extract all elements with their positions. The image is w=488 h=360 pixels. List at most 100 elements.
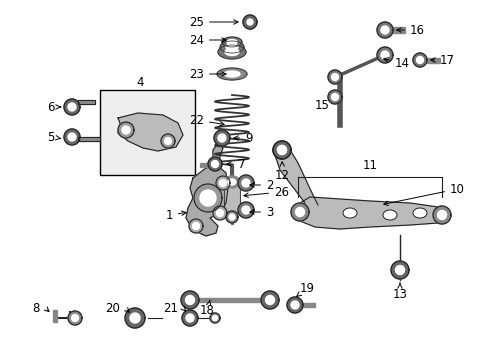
- Text: 6: 6: [47, 100, 61, 113]
- Polygon shape: [185, 296, 194, 305]
- Polygon shape: [390, 261, 408, 279]
- Text: 24: 24: [189, 33, 225, 46]
- Polygon shape: [227, 179, 236, 185]
- Text: 4: 4: [136, 76, 143, 89]
- Polygon shape: [327, 70, 341, 84]
- Polygon shape: [246, 19, 252, 25]
- Text: 5: 5: [47, 131, 61, 144]
- Text: 16: 16: [396, 23, 424, 36]
- Polygon shape: [286, 297, 303, 313]
- Polygon shape: [225, 44, 238, 50]
- Polygon shape: [181, 291, 199, 309]
- Polygon shape: [331, 94, 338, 100]
- Polygon shape: [209, 313, 220, 323]
- Polygon shape: [224, 176, 240, 188]
- Polygon shape: [277, 145, 286, 154]
- Polygon shape: [194, 184, 222, 212]
- Polygon shape: [225, 211, 238, 223]
- Polygon shape: [380, 51, 388, 59]
- Polygon shape: [243, 15, 257, 29]
- Polygon shape: [242, 206, 249, 214]
- Polygon shape: [395, 266, 404, 274]
- Polygon shape: [224, 71, 240, 77]
- Polygon shape: [214, 130, 229, 146]
- Polygon shape: [297, 197, 441, 229]
- Polygon shape: [161, 134, 175, 148]
- Polygon shape: [437, 211, 446, 220]
- Text: 8: 8: [33, 302, 40, 315]
- Polygon shape: [217, 68, 246, 80]
- Polygon shape: [228, 214, 235, 220]
- Polygon shape: [265, 296, 274, 305]
- Polygon shape: [164, 138, 171, 144]
- Text: 2: 2: [249, 179, 273, 192]
- Polygon shape: [238, 175, 253, 191]
- Text: 18: 18: [200, 301, 215, 316]
- Ellipse shape: [342, 208, 356, 218]
- Polygon shape: [122, 126, 130, 134]
- Polygon shape: [380, 26, 388, 34]
- Text: 26: 26: [244, 185, 288, 198]
- Text: 9: 9: [233, 131, 252, 144]
- Text: 21: 21: [163, 302, 178, 315]
- Polygon shape: [118, 122, 134, 138]
- Polygon shape: [218, 134, 225, 142]
- Polygon shape: [261, 291, 279, 309]
- Polygon shape: [211, 161, 218, 167]
- Text: 10: 10: [383, 183, 464, 206]
- Polygon shape: [376, 47, 392, 63]
- Polygon shape: [78, 100, 95, 104]
- Polygon shape: [71, 315, 79, 321]
- Bar: [100, 90, 195, 175]
- Polygon shape: [207, 157, 222, 171]
- Polygon shape: [224, 49, 239, 55]
- Polygon shape: [294, 303, 314, 307]
- Polygon shape: [200, 163, 214, 167]
- Polygon shape: [64, 129, 80, 145]
- Polygon shape: [218, 45, 245, 59]
- Text: 13: 13: [392, 283, 407, 302]
- Polygon shape: [331, 73, 338, 81]
- Polygon shape: [68, 311, 82, 325]
- Polygon shape: [185, 166, 227, 236]
- Polygon shape: [295, 207, 304, 216]
- Polygon shape: [185, 314, 194, 322]
- Polygon shape: [212, 315, 217, 320]
- Polygon shape: [216, 210, 223, 216]
- Text: 3: 3: [249, 206, 273, 219]
- Polygon shape: [274, 147, 317, 205]
- Polygon shape: [220, 41, 244, 53]
- Polygon shape: [412, 53, 426, 67]
- Polygon shape: [68, 103, 76, 111]
- Text: 1: 1: [165, 208, 186, 221]
- Text: 14: 14: [383, 57, 409, 69]
- Polygon shape: [327, 90, 341, 104]
- Polygon shape: [226, 40, 237, 45]
- Polygon shape: [53, 310, 57, 322]
- Polygon shape: [189, 219, 203, 233]
- Text: 19: 19: [296, 282, 314, 296]
- Polygon shape: [219, 180, 226, 186]
- Polygon shape: [64, 99, 80, 115]
- Polygon shape: [277, 145, 286, 154]
- Polygon shape: [376, 22, 392, 38]
- Polygon shape: [222, 37, 242, 47]
- Polygon shape: [192, 222, 199, 229]
- Ellipse shape: [382, 210, 396, 220]
- Polygon shape: [200, 190, 216, 206]
- Text: 11: 11: [362, 158, 377, 171]
- Polygon shape: [391, 27, 404, 33]
- Polygon shape: [238, 202, 253, 218]
- Polygon shape: [432, 206, 450, 224]
- Polygon shape: [272, 141, 290, 159]
- Polygon shape: [242, 179, 249, 187]
- Text: 12: 12: [274, 162, 289, 181]
- Text: 25: 25: [189, 15, 238, 28]
- Polygon shape: [68, 133, 76, 141]
- Polygon shape: [272, 141, 290, 159]
- Polygon shape: [190, 298, 269, 302]
- Text: 20: 20: [105, 302, 120, 315]
- Polygon shape: [78, 137, 100, 141]
- Polygon shape: [118, 113, 183, 151]
- Polygon shape: [213, 143, 223, 166]
